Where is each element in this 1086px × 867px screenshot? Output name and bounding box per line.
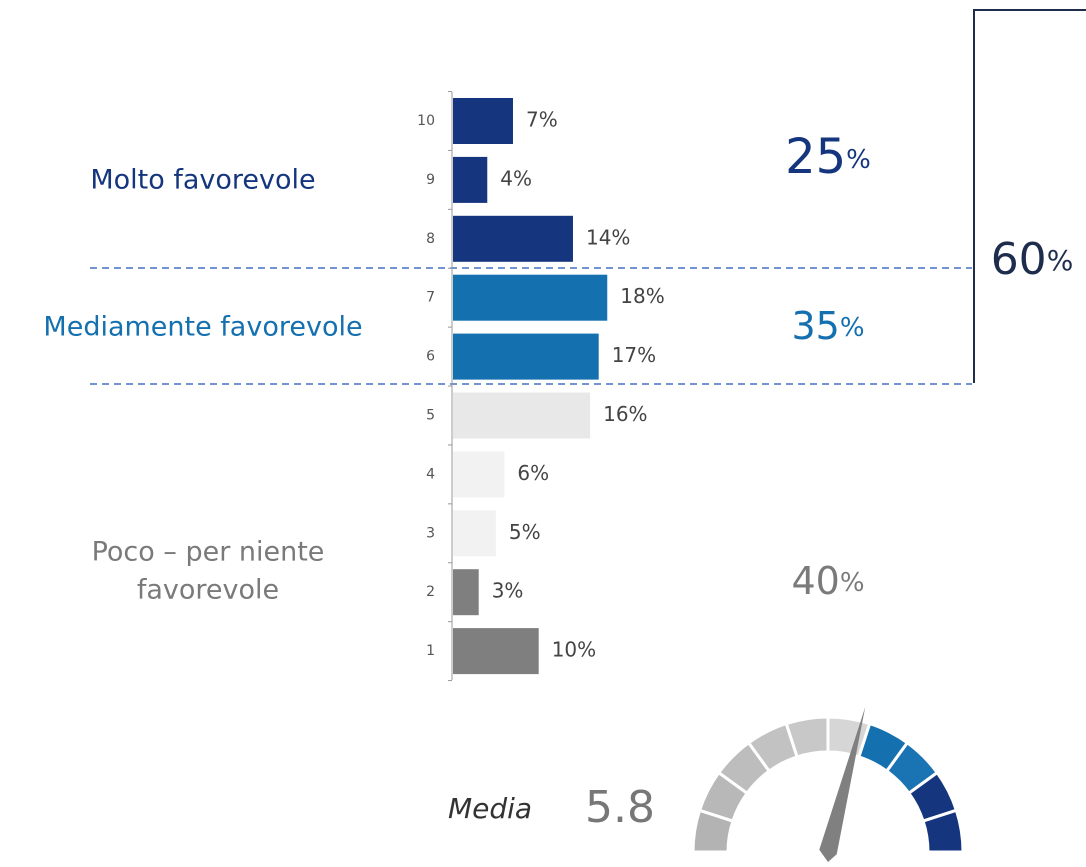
value-label: 6% <box>517 461 549 485</box>
y-tick-label: 1 <box>426 643 435 659</box>
bar <box>453 392 591 439</box>
gauge-needle <box>819 706 866 862</box>
value-label: 5% <box>509 520 541 544</box>
bar <box>453 98 513 144</box>
group-label: Poco – per niente <box>92 537 325 568</box>
y-tick-label: 2 <box>426 584 435 600</box>
group-total: 35% <box>791 304 864 348</box>
y-tick-label: 4 <box>426 466 435 482</box>
group-total: 25% <box>785 129 871 185</box>
value-label: 7% <box>526 108 558 132</box>
value-label: 4% <box>500 166 532 190</box>
group-label: Molto favorevole <box>90 165 315 196</box>
y-tick-label: 10 <box>417 113 435 129</box>
bar <box>453 274 608 321</box>
y-tick-label: 5 <box>426 408 435 424</box>
value-label: 14% <box>586 225 630 249</box>
group-label: Mediamente favorevole <box>43 312 362 343</box>
value-label: 3% <box>492 579 524 603</box>
bar <box>453 451 505 498</box>
bar <box>453 156 488 203</box>
group-label: favorevole <box>137 575 279 606</box>
value-label: 10% <box>552 638 596 662</box>
y-tick-label: 6 <box>426 349 435 365</box>
value-label: 16% <box>603 402 647 426</box>
mean-label: Media <box>448 792 532 825</box>
bar <box>453 333 599 380</box>
gauge-segment <box>921 808 965 854</box>
y-tick-label: 9 <box>426 172 435 188</box>
value-label: 17% <box>612 343 656 367</box>
bracket <box>973 9 1086 383</box>
value-label: 18% <box>620 284 664 308</box>
bar <box>453 569 479 616</box>
bar <box>453 510 496 557</box>
favorable-total: 60% <box>991 234 1074 285</box>
mean-value: 5.8 <box>585 782 655 833</box>
y-tick-label: 8 <box>426 231 435 247</box>
group-total: 40% <box>791 559 864 603</box>
y-tick-label: 7 <box>426 290 435 306</box>
y-tick-label: 3 <box>426 525 435 541</box>
bar <box>453 628 539 675</box>
bar <box>453 215 573 262</box>
